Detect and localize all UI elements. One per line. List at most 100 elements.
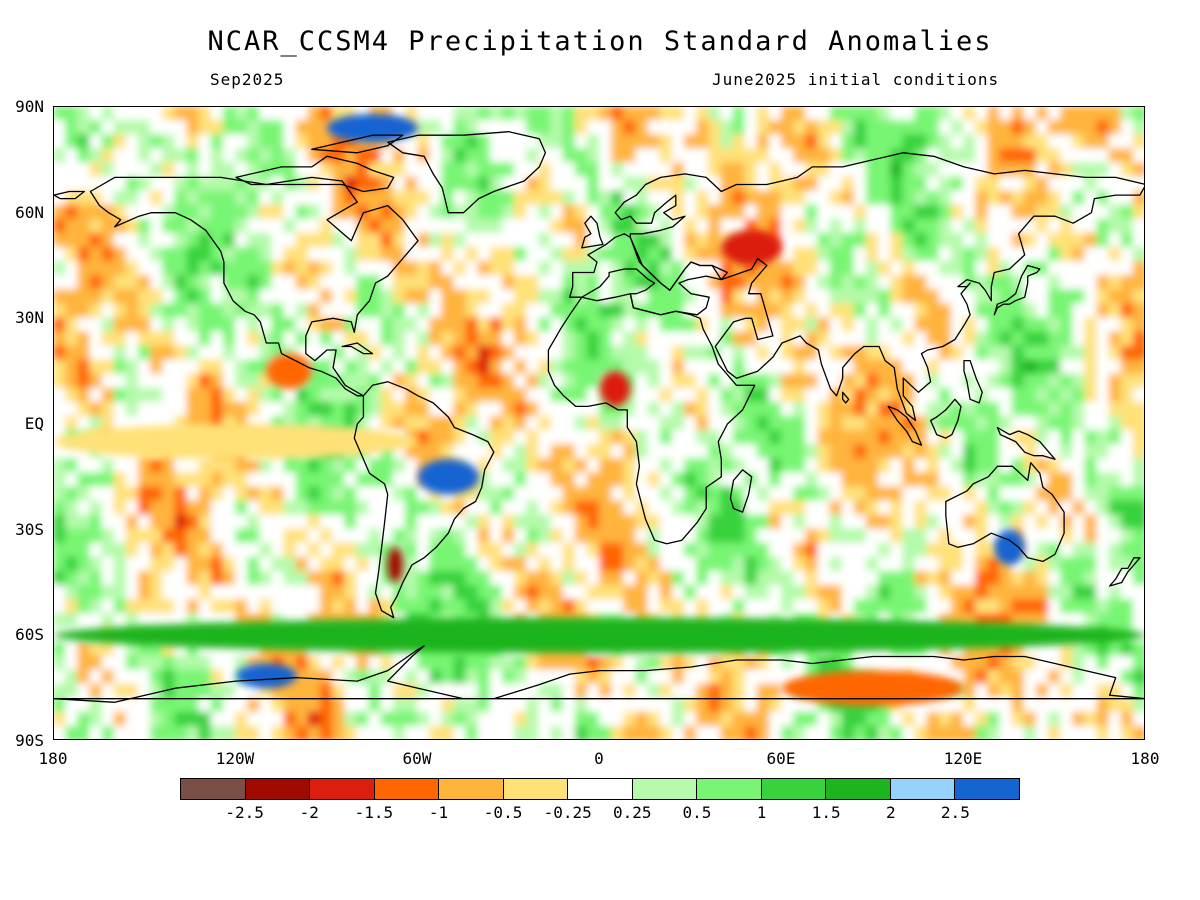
anomaly-cell bbox=[89, 514, 104, 531]
anomaly-cell bbox=[101, 528, 116, 545]
anomaly-cell bbox=[647, 669, 662, 686]
anomaly-cell bbox=[1011, 655, 1026, 672]
anomaly-cell bbox=[659, 655, 674, 672]
anomaly-cell bbox=[683, 500, 699, 517]
anomaly-cell bbox=[514, 472, 529, 489]
anomaly-cell bbox=[514, 711, 529, 728]
anomaly-cell bbox=[477, 697, 492, 714]
anomaly-cell bbox=[222, 275, 237, 292]
anomaly-cell bbox=[1072, 570, 1087, 588]
anomaly-cell bbox=[174, 585, 189, 602]
anomaly-cell bbox=[235, 387, 250, 404]
anomaly-cell bbox=[198, 725, 213, 739]
anomaly-cell bbox=[344, 401, 359, 418]
anomaly-cell bbox=[550, 387, 565, 404]
anomaly-cell bbox=[647, 345, 662, 362]
anomaly-cell bbox=[1011, 401, 1026, 418]
anomaly-cell bbox=[659, 599, 674, 616]
anomaly-cell bbox=[768, 176, 783, 193]
anomaly-cell bbox=[501, 317, 517, 334]
anomaly-cell bbox=[526, 655, 541, 672]
anomaly-cell bbox=[635, 697, 650, 714]
anomaly-cell bbox=[671, 359, 686, 376]
anomaly-cell bbox=[210, 317, 225, 334]
anomaly-cell bbox=[89, 697, 104, 714]
anomaly-cell bbox=[1120, 683, 1135, 700]
anomaly-cell bbox=[137, 246, 153, 263]
anomaly-cell bbox=[453, 120, 468, 137]
anomaly-cell bbox=[732, 331, 747, 348]
anomaly-cell bbox=[538, 246, 553, 263]
anomaly-cell bbox=[1072, 697, 1087, 714]
anomaly-cell bbox=[878, 260, 893, 278]
anomaly-cell bbox=[89, 556, 104, 573]
anomaly-cell bbox=[404, 260, 419, 278]
anomaly-cell bbox=[914, 303, 929, 320]
anomaly-cell bbox=[720, 500, 735, 517]
anomaly-cell bbox=[975, 683, 990, 700]
anomaly-cell bbox=[878, 359, 893, 376]
anomaly-cell bbox=[1035, 458, 1050, 475]
anomaly-cell bbox=[550, 260, 565, 278]
anomaly-cell bbox=[950, 176, 965, 193]
anomaly-cell bbox=[756, 725, 771, 739]
anomaly-cell bbox=[963, 218, 978, 235]
latitude-label: EQ bbox=[24, 414, 44, 433]
anomaly-cell bbox=[805, 134, 820, 151]
anomaly-cell bbox=[465, 486, 480, 503]
anomaly-cell bbox=[89, 683, 104, 700]
anomaly-cell bbox=[574, 134, 589, 151]
anomaly-cell bbox=[101, 613, 116, 630]
anomaly-cell bbox=[501, 556, 517, 573]
anomaly-cell bbox=[1108, 331, 1123, 348]
anomaly-cell bbox=[574, 655, 589, 672]
anomaly-cell bbox=[781, 514, 796, 531]
anomaly-cell bbox=[125, 148, 140, 165]
anomaly-cell bbox=[562, 107, 577, 123]
anomaly-cell bbox=[150, 556, 165, 573]
anomaly-cell bbox=[1047, 528, 1063, 545]
anomaly-cell bbox=[1035, 289, 1050, 306]
anomaly-cell bbox=[271, 204, 286, 221]
anomaly-cell bbox=[744, 542, 759, 559]
anomaly-cell bbox=[332, 331, 347, 348]
latitude-label: 60N bbox=[15, 202, 44, 222]
anomaly-cell bbox=[319, 134, 335, 151]
anomaly-cell bbox=[125, 232, 140, 249]
anomaly-cell bbox=[465, 697, 480, 714]
anomaly-cell bbox=[465, 415, 480, 433]
anomaly-cell bbox=[514, 359, 529, 376]
anomaly-cell bbox=[441, 260, 456, 278]
anomaly-cell bbox=[404, 373, 419, 390]
anomaly-cell bbox=[841, 458, 856, 475]
anomaly-cell bbox=[950, 120, 965, 137]
anomaly-cell bbox=[999, 331, 1014, 348]
anomaly-cell bbox=[307, 556, 322, 573]
anomaly-cell bbox=[417, 599, 432, 616]
anomaly-cell bbox=[514, 331, 529, 348]
anomaly-cell bbox=[1072, 387, 1087, 404]
anomaly-cell bbox=[271, 401, 286, 418]
anomaly-cell bbox=[222, 711, 237, 728]
anomaly-cell bbox=[113, 387, 128, 404]
anomaly-cell bbox=[137, 725, 153, 739]
anomaly-cell bbox=[950, 373, 965, 390]
anomaly-cell bbox=[380, 387, 395, 404]
anomaly-cell bbox=[198, 711, 213, 728]
anomaly-cell bbox=[562, 246, 577, 263]
anomaly-cell bbox=[174, 542, 189, 559]
anomaly-cell bbox=[1096, 218, 1111, 235]
anomaly-cell bbox=[186, 514, 201, 531]
anomaly-cell bbox=[113, 107, 128, 123]
anomaly-cell bbox=[975, 697, 990, 714]
anomaly-cell bbox=[477, 415, 492, 433]
anomaly-cell bbox=[865, 599, 881, 616]
anomaly-cell bbox=[54, 655, 68, 672]
anomaly-cell bbox=[514, 725, 529, 739]
colorbar-label: 1.5 bbox=[811, 803, 841, 822]
anomaly-cell bbox=[732, 556, 747, 573]
anomaly-cell bbox=[526, 275, 541, 292]
anomaly-cell bbox=[501, 599, 517, 616]
anomaly-cell bbox=[465, 500, 480, 517]
anomaly-cell bbox=[150, 725, 165, 739]
